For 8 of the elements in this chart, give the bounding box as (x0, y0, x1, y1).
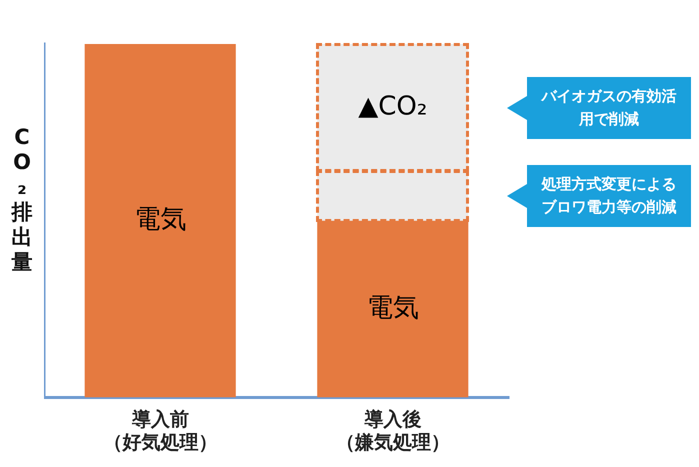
x-tick-label: 導入前（好気処理） (103, 408, 218, 454)
series-label: 電気 (134, 204, 186, 234)
text: 処理方式変更によるブロワ電力等の削減 (540, 174, 678, 218)
text: 電気 (366, 292, 419, 323)
text: バイオガスの有効活用で削減 (540, 86, 678, 130)
series-label: ▲CO₂ (358, 91, 428, 122)
x-tick-label: 導入後（嫌気処理） (336, 408, 450, 454)
y-axis-title: CO₂排出量 (12, 125, 32, 275)
